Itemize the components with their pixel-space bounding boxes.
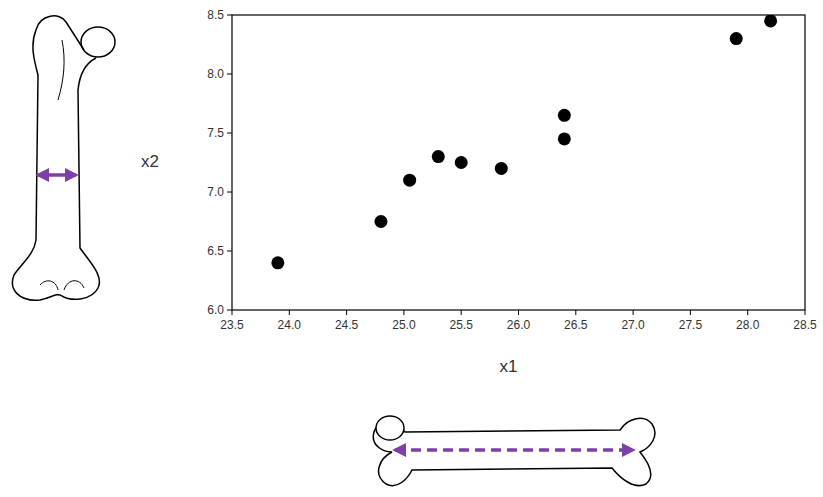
bone-head xyxy=(376,416,404,440)
x-tick xyxy=(690,310,691,315)
x-tick xyxy=(633,310,634,315)
y-tick xyxy=(227,251,232,252)
point xyxy=(558,109,571,122)
point xyxy=(495,162,508,175)
x-tick xyxy=(289,310,290,315)
point xyxy=(403,174,416,187)
y-axis-title: x2 xyxy=(141,152,159,171)
x-tick-label: 26.5 xyxy=(564,318,588,332)
y-tick-label: 8.0 xyxy=(207,67,224,81)
chart: 23.5 24.0 24.5 25.0 25.5 26.0 26.5 27.0 27.5 28.0… xyxy=(0,0,823,497)
point xyxy=(558,132,571,145)
y-tick xyxy=(227,15,232,16)
y-tick-label: 7.5 xyxy=(207,126,224,140)
x-tick-label: 28.5 xyxy=(793,318,817,332)
y-tick-label: 7.0 xyxy=(207,185,224,199)
point xyxy=(271,256,284,269)
x-tick-label: 25.5 xyxy=(450,318,474,332)
point xyxy=(374,215,387,228)
y-tick xyxy=(227,74,232,75)
x-tick-label: 28.0 xyxy=(736,318,760,332)
x-tick xyxy=(461,310,462,315)
point xyxy=(432,150,445,163)
y-tick-label: 6.5 xyxy=(207,244,224,258)
y-tick xyxy=(227,192,232,193)
femur-line xyxy=(58,40,64,100)
femur-condyles xyxy=(40,281,84,290)
femur-vertical xyxy=(12,16,115,300)
femur-head xyxy=(81,27,115,57)
points xyxy=(271,15,777,269)
y-tick xyxy=(227,133,232,134)
x-tick xyxy=(232,310,233,315)
x-axis-title: x1 xyxy=(500,357,518,376)
femur-trochanter xyxy=(36,16,84,50)
plot-frame xyxy=(232,15,805,310)
length-arrow xyxy=(395,448,633,452)
point xyxy=(730,32,743,45)
x-tick-label: 23.5 xyxy=(220,318,244,332)
x-tick-label: 24.5 xyxy=(335,318,359,332)
y-tick xyxy=(227,310,232,311)
point xyxy=(764,15,777,27)
x-tick xyxy=(747,310,748,315)
femur-outline xyxy=(12,30,99,300)
x-tick xyxy=(403,310,404,315)
width-arrow xyxy=(38,173,76,177)
femur-horizontal xyxy=(373,416,655,486)
y-tick-label: 6.0 xyxy=(207,303,224,317)
x-tick xyxy=(575,310,576,315)
x-tick-label: 25.0 xyxy=(392,318,416,332)
y-tick-label: 8.5 xyxy=(207,8,224,22)
x-tick-label: 27.0 xyxy=(621,318,645,332)
bone-outline xyxy=(373,418,655,485)
x-tick xyxy=(805,310,806,315)
x-tick xyxy=(518,310,519,315)
point xyxy=(455,156,468,169)
x-tick-label: 26.0 xyxy=(507,318,531,332)
x-tick-label: 27.5 xyxy=(679,318,703,332)
x-tick xyxy=(346,310,347,315)
x-tick-label: 24.0 xyxy=(278,318,302,332)
